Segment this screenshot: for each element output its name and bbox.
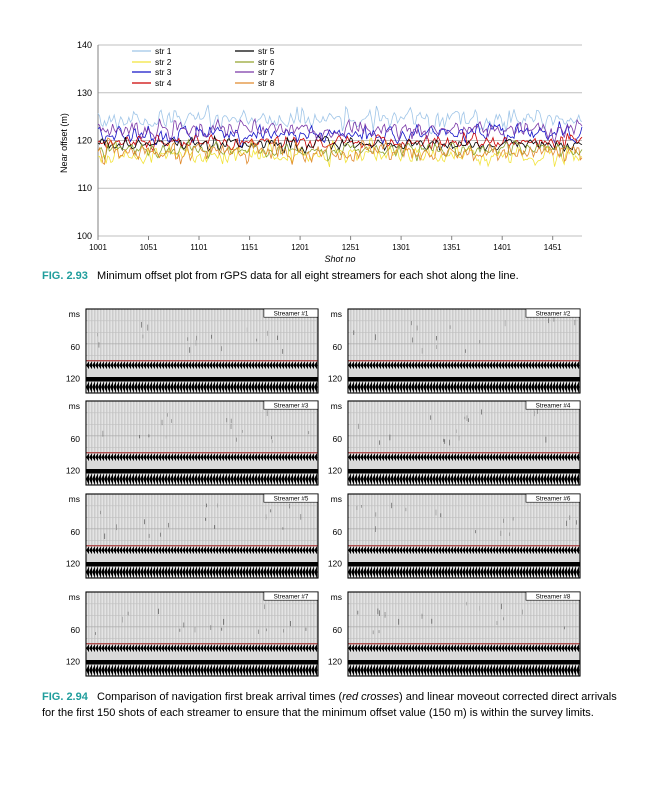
svg-text:60: 60	[333, 527, 343, 537]
svg-text:60: 60	[333, 434, 343, 444]
svg-text:ms: ms	[331, 592, 342, 602]
svg-text:120: 120	[328, 657, 342, 667]
svg-text:ms: ms	[69, 494, 80, 504]
svg-text:Streamer #3: Streamer #3	[274, 402, 309, 409]
svg-text:Streamer #2: Streamer #2	[536, 310, 571, 317]
svg-text:ms: ms	[69, 592, 80, 602]
svg-text:60: 60	[71, 434, 81, 444]
svg-text:Streamer #8: Streamer #8	[536, 593, 571, 600]
svg-text:120: 120	[66, 466, 80, 476]
svg-text:ms: ms	[331, 401, 342, 411]
svg-text:120: 120	[66, 657, 80, 667]
svg-text:120: 120	[66, 374, 80, 384]
svg-text:Streamer #4: Streamer #4	[536, 402, 571, 409]
svg-text:60: 60	[71, 527, 81, 537]
svg-text:ms: ms	[331, 494, 342, 504]
svg-text:Streamer #6: Streamer #6	[536, 495, 571, 502]
svg-text:60: 60	[71, 342, 81, 352]
svg-text:Streamer #1: Streamer #1	[274, 310, 309, 317]
svg-text:ms: ms	[69, 309, 80, 319]
svg-text:120: 120	[328, 466, 342, 476]
svg-text:ms: ms	[69, 401, 80, 411]
svg-text:60: 60	[333, 625, 343, 635]
svg-text:Streamer #5: Streamer #5	[274, 495, 309, 502]
svg-text:120: 120	[328, 559, 342, 569]
svg-text:120: 120	[328, 374, 342, 384]
svg-text:Streamer #7: Streamer #7	[274, 593, 309, 600]
svg-text:60: 60	[333, 342, 343, 352]
svg-text:60: 60	[71, 625, 81, 635]
svg-text:ms: ms	[331, 309, 342, 319]
svg-text:120: 120	[66, 559, 80, 569]
